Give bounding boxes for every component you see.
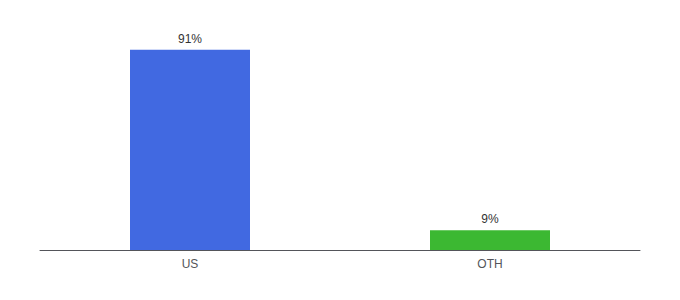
svg-text:91%: 91% xyxy=(178,32,202,46)
svg-text:OTH: OTH xyxy=(477,257,502,271)
svg-text:9%: 9% xyxy=(481,212,499,226)
svg-text:US: US xyxy=(182,257,199,271)
